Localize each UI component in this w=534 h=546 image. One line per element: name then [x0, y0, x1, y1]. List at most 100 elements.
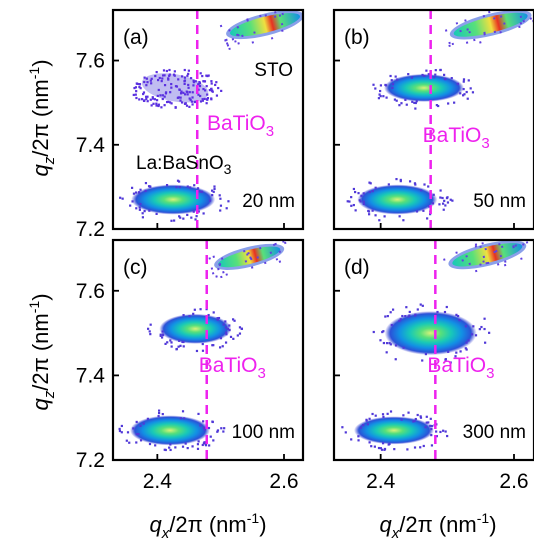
peak-speckle [162, 69, 166, 72]
peak-sto-speckle [250, 257, 253, 261]
peak-speckle [467, 79, 470, 82]
peak-speckle [483, 327, 486, 331]
peak-sto-speckle [226, 44, 230, 47]
peak-sto-speckle [527, 3, 529, 5]
peak-speckle [414, 183, 417, 186]
peak-sto-speckle [482, 14, 486, 18]
peak-sto-speckle [270, 37, 274, 40]
peak-speckle [465, 90, 468, 94]
peak-speckle [144, 189, 147, 192]
peak-speckle [368, 181, 371, 184]
peak-speckle [161, 330, 164, 333]
peak-speckle [189, 77, 193, 80]
peak-speckle [186, 185, 189, 188]
peak-speckle [439, 196, 442, 199]
peak-speckle [155, 70, 158, 74]
peak-speckle [354, 190, 357, 194]
peak-speckle [157, 103, 160, 106]
peak-speckle [365, 418, 368, 421]
peak-speckle [132, 427, 135, 430]
peak-speckle [414, 314, 417, 317]
peak-speckle [450, 77, 453, 80]
peak-speckle [167, 77, 170, 80]
peak-core [354, 416, 434, 445]
peak-speckle [170, 82, 173, 86]
peak-speckle [202, 420, 205, 423]
peak-sto-speckle [466, 28, 469, 31]
peak-speckle [412, 420, 415, 423]
peak-speckle [125, 439, 128, 442]
peak-speckle [398, 319, 401, 323]
peak-speckle [174, 106, 177, 109]
peak-speckle [441, 196, 444, 200]
peak-speckle [178, 88, 181, 91]
peak-speckle [178, 185, 181, 189]
peak-speckle [442, 208, 445, 211]
peak-speckle [184, 442, 187, 445]
peak-sto-speckle [493, 17, 496, 20]
peak-speckle [459, 92, 462, 95]
peak-speckle [182, 91, 185, 94]
peak-speckle [201, 443, 204, 447]
peak-la-basno3 [346, 177, 454, 222]
peak-sto-speckle [250, 266, 254, 269]
peak-speckle [164, 92, 168, 95]
peak-speckle [180, 90, 183, 93]
peak-speckle [464, 347, 467, 350]
peak-speckle [165, 100, 169, 104]
peak-sto-speckle [479, 263, 482, 266]
peak-speckle [161, 77, 164, 80]
peak-speckle [385, 342, 389, 345]
peak-speckle [341, 426, 344, 429]
peak-speckle [135, 420, 138, 424]
peak-sto-speckle [278, 250, 282, 253]
peak-speckle [205, 85, 208, 88]
peak-speckle [170, 219, 173, 222]
peak-speckle [431, 202, 435, 205]
peak-speckle [190, 216, 193, 219]
panel-frame [332, 8, 534, 231]
peak-batio3 [132, 68, 223, 109]
peak-sto-speckle [210, 267, 214, 270]
peak-speckle [444, 430, 447, 433]
peak-speckle [357, 439, 360, 442]
peak-speckle [208, 89, 211, 92]
peak-speckle [423, 183, 426, 186]
peak-sto-speckle [479, 41, 482, 44]
peak-speckle [163, 74, 166, 77]
peak-sto-speckle [503, 22, 506, 25]
peak-sto-speckle [231, 38, 235, 41]
peak-speckle [154, 74, 157, 78]
peak-sto-speckle [455, 22, 459, 25]
peak-speckle [350, 196, 353, 199]
peak-speckle [217, 316, 221, 320]
peak-speckle [428, 205, 431, 208]
peak-speckle [388, 342, 391, 345]
peak-speckle [202, 212, 205, 215]
peak-sto-speckle [498, 243, 501, 246]
peak-speckle [383, 447, 387, 451]
peak-sto-speckle [495, 249, 498, 253]
peak-speckle [191, 96, 194, 99]
peak-speckle [144, 181, 148, 185]
peak-sto-speckle [220, 257, 224, 260]
peak-speckle [224, 341, 228, 344]
peak-speckle [439, 189, 442, 192]
peak-speckle [141, 98, 144, 101]
peak-speckle [413, 446, 417, 449]
peak-speckle [471, 333, 474, 336]
peak-speckle [157, 78, 160, 82]
peak-speckle [168, 73, 171, 76]
peak-speckle [145, 77, 148, 80]
peak-speckle [126, 431, 130, 434]
peak-speckle [467, 339, 470, 342]
peak-speckle [183, 76, 187, 79]
peak-speckle [175, 85, 179, 88]
peak-speckle [366, 423, 369, 426]
peak-speckle [209, 435, 212, 438]
peak-speckle [381, 413, 385, 416]
peak-speckle [233, 319, 236, 322]
peak-speckle [142, 92, 145, 96]
panel-label: (c) [123, 256, 148, 279]
peak-speckle [168, 446, 171, 449]
